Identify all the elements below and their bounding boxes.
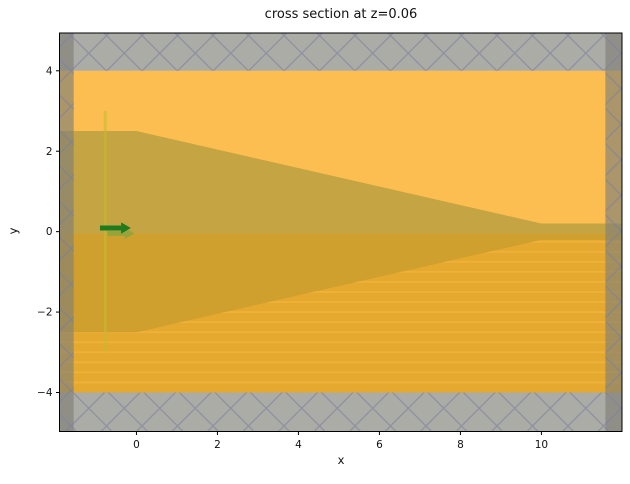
y-tick-label: 2 xyxy=(46,146,53,158)
y-tick-label: 0 xyxy=(46,226,53,238)
axes-frame xyxy=(59,32,623,432)
direction-arrow-shadow xyxy=(107,227,135,240)
x-tick-label: 8 xyxy=(457,439,464,451)
y-axis-label: y xyxy=(6,227,20,235)
y-tick-label: 4 xyxy=(46,65,53,77)
region-taper-structure-upper xyxy=(59,131,622,234)
plot-title: cross section at z=0.06 xyxy=(264,7,418,22)
x-axis-label: x xyxy=(337,453,345,467)
region-taper-structure-lower xyxy=(59,233,622,333)
y-tick-label: −4 xyxy=(37,387,53,399)
x-tick-label: 4 xyxy=(295,439,302,451)
y-tick-label: −2 xyxy=(37,307,52,319)
direction-arrow xyxy=(100,222,131,234)
plot-content xyxy=(59,33,622,432)
x-tick-label: 10 xyxy=(535,439,548,451)
x-tick-label: 0 xyxy=(133,439,140,451)
x-tick-label: 2 xyxy=(214,439,221,451)
x-tick-label: 6 xyxy=(376,439,383,451)
